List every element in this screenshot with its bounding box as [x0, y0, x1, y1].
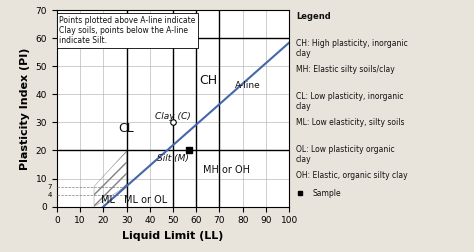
- Text: ML or OL: ML or OL: [124, 195, 167, 205]
- Text: 4: 4: [48, 193, 52, 198]
- Text: CL: CL: [118, 121, 135, 135]
- Text: Clay (C): Clay (C): [155, 112, 191, 121]
- Text: CH: High plasticity, inorganic
clay: CH: High plasticity, inorganic clay: [296, 39, 408, 58]
- Text: CL: Low plasticity, inorganic
clay: CL: Low plasticity, inorganic clay: [296, 92, 403, 111]
- Text: Sample: Sample: [312, 189, 341, 198]
- X-axis label: Liquid Limit (LL): Liquid Limit (LL): [122, 231, 224, 241]
- Text: OL: Low plasticity organic
clay: OL: Low plasticity organic clay: [296, 145, 395, 164]
- Text: Legend: Legend: [296, 12, 331, 21]
- Y-axis label: Plasticity Index (PI): Plasticity Index (PI): [20, 47, 30, 170]
- Text: MH or OH: MH or OH: [203, 165, 250, 175]
- Text: MH: Elastic silty soils/clay: MH: Elastic silty soils/clay: [296, 65, 395, 74]
- Text: OH: Elastic, organic silty clay: OH: Elastic, organic silty clay: [296, 171, 408, 180]
- Text: Silt (M): Silt (M): [157, 154, 189, 163]
- Text: Points plotted above A-line indicate
Clay soils, points below the A-line
indicat: Points plotted above A-line indicate Cla…: [59, 16, 196, 46]
- Text: A-line: A-line: [235, 81, 260, 90]
- Text: ML: ML: [101, 195, 115, 205]
- Text: CH: CH: [199, 74, 217, 87]
- Text: ML: Low elasticity, silty soils: ML: Low elasticity, silty soils: [296, 118, 405, 127]
- Text: 7: 7: [48, 184, 52, 190]
